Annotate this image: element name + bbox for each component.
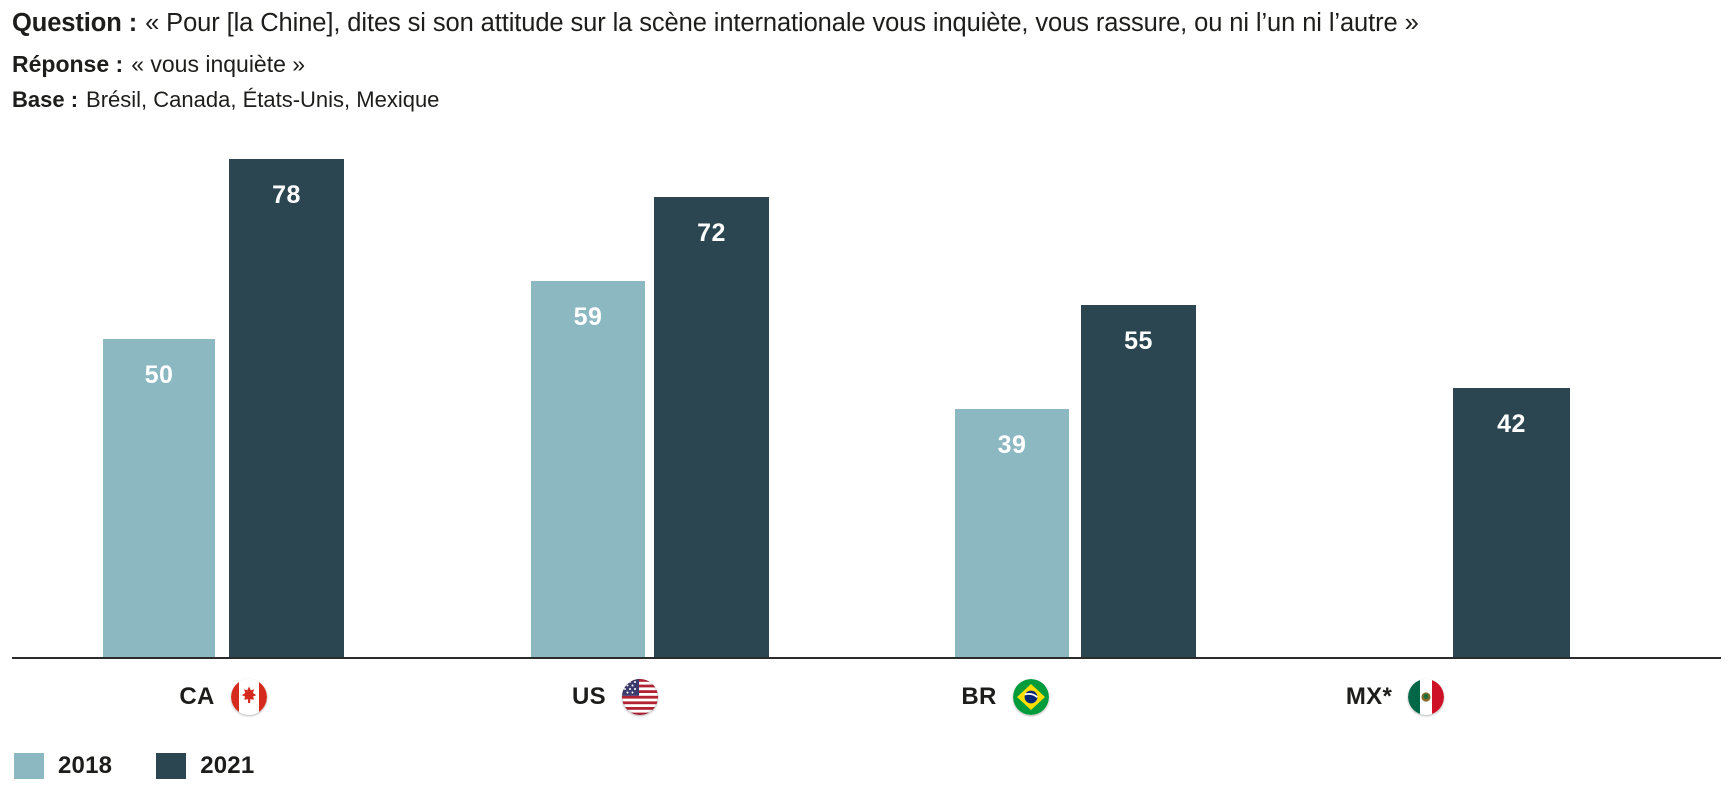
reponse-line: Réponse : « vous inquiète »: [12, 46, 1727, 82]
category-label-br: BR: [961, 683, 997, 710]
bar-value-us-2021: 72: [697, 219, 726, 247]
bar-ca-2021[interactable]: 78: [229, 159, 344, 657]
legend-swatch-2021: [156, 753, 187, 779]
reponse-label: Réponse :: [12, 51, 124, 77]
bar-value-mx-2021: 42: [1497, 410, 1526, 438]
bar-us-2021[interactable]: 72: [654, 197, 769, 657]
legend-item-2021[interactable]: 2021: [156, 752, 254, 780]
bar-value-br-2018: 39: [997, 431, 1027, 459]
question-line: Question : « Pour [la Chine], dites si so…: [12, 4, 1727, 42]
bar-value-ca-2021: 78: [272, 181, 301, 209]
bar-br-2018[interactable]: 39: [955, 409, 1069, 657]
legend-swatch-2018: [14, 753, 44, 779]
canada-flag-icon: [230, 679, 267, 715]
bar-us-2018[interactable]: 59: [531, 281, 645, 657]
header-block: Question : « Pour [la Chine], dites si so…: [12, 4, 1727, 117]
legend-label-2018: 2018: [58, 752, 113, 779]
brazil-flag-icon: [1012, 679, 1049, 715]
bar-value-br-2021: 55: [1124, 327, 1153, 355]
base-line: Base : Brésil, Canada, États-Unis, Mexiqu…: [12, 83, 1727, 117]
mexico-flag-icon: [1408, 679, 1445, 715]
question-text: « Pour [la Chine], dites si son attitude…: [145, 9, 1419, 37]
category-label-ca: CA: [179, 683, 215, 710]
chart-legend: 2018 2021: [14, 752, 254, 780]
bar-ca-2018[interactable]: 50: [103, 339, 215, 657]
bar-value-ca-2018: 50: [144, 361, 174, 389]
bar-value-us-2018: 59: [573, 303, 603, 331]
x-axis-line: [12, 657, 1721, 659]
category-ca: CA: [118, 675, 328, 719]
category-label-mx: MX*: [1345, 683, 1393, 710]
legend-label-2021: 2021: [200, 752, 255, 779]
category-label-us: US: [572, 683, 606, 710]
category-us: US: [510, 675, 720, 719]
category-mx: MX*: [1290, 675, 1500, 719]
question-label: Question :: [12, 9, 138, 37]
bar-mx-2021[interactable]: 42: [1453, 388, 1570, 657]
legend-item-2018[interactable]: 2018: [14, 752, 112, 780]
base-label: Base :: [12, 87, 79, 112]
reponse-text: « vous inquiète »: [131, 51, 306, 77]
bar-br-2021[interactable]: 55: [1081, 305, 1196, 657]
united-states-flag-icon: [621, 679, 658, 715]
category-br: BR: [900, 675, 1110, 719]
base-text: Brésil, Canada, États-Unis, Mexique: [86, 87, 440, 112]
